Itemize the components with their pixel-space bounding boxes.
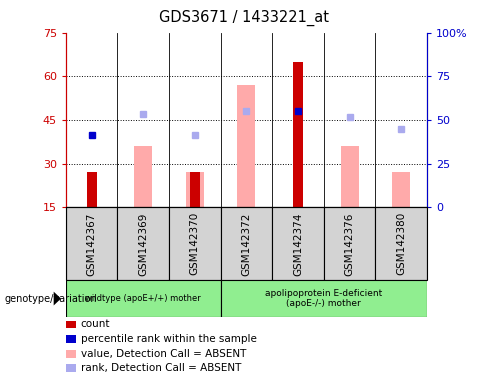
Text: GSM142370: GSM142370 <box>190 212 200 275</box>
Text: percentile rank within the sample: percentile rank within the sample <box>81 334 256 344</box>
Bar <box>324 207 375 280</box>
Bar <box>186 172 204 207</box>
Bar <box>66 280 221 317</box>
Bar <box>221 280 427 317</box>
Bar <box>134 146 152 207</box>
Bar <box>392 172 410 207</box>
Text: GSM142376: GSM142376 <box>345 212 355 276</box>
Text: GDS3671 / 1433221_at: GDS3671 / 1433221_at <box>159 10 329 26</box>
Bar <box>87 172 97 207</box>
Bar <box>190 172 200 207</box>
Text: GSM142369: GSM142369 <box>138 212 148 276</box>
Polygon shape <box>54 292 61 306</box>
Text: apolipoprotein E-deficient
(apoE-/-) mother: apolipoprotein E-deficient (apoE-/-) mot… <box>265 289 383 308</box>
Bar <box>272 207 324 280</box>
Text: count: count <box>81 319 110 329</box>
Text: rank, Detection Call = ABSENT: rank, Detection Call = ABSENT <box>81 363 241 373</box>
Text: GSM142372: GSM142372 <box>242 212 251 276</box>
Bar <box>118 207 169 280</box>
Text: GSM142374: GSM142374 <box>293 212 303 276</box>
Bar <box>221 207 272 280</box>
Bar <box>169 207 221 280</box>
Text: wildtype (apoE+/+) mother: wildtype (apoE+/+) mother <box>85 294 201 303</box>
Text: genotype/variation: genotype/variation <box>5 293 98 304</box>
Text: GSM142367: GSM142367 <box>87 212 97 276</box>
Text: GSM142380: GSM142380 <box>396 212 406 275</box>
Bar <box>238 85 256 207</box>
Bar <box>341 146 359 207</box>
Text: value, Detection Call = ABSENT: value, Detection Call = ABSENT <box>81 349 246 359</box>
Bar <box>293 62 303 207</box>
Bar <box>66 207 118 280</box>
Bar <box>375 207 427 280</box>
